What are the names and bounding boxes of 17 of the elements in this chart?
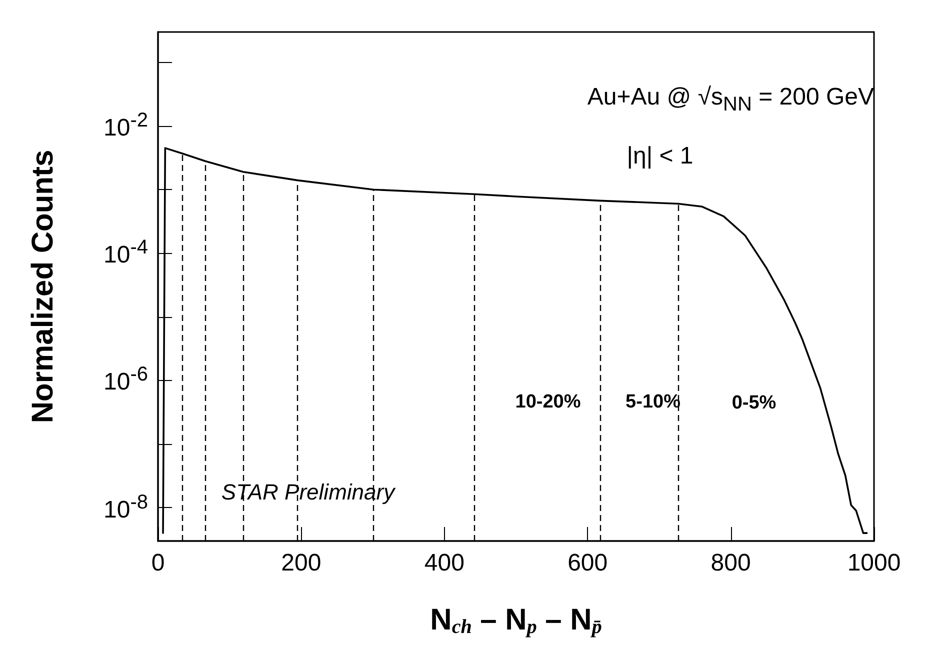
annotation: 0-5%: [732, 392, 776, 414]
x-tick-label: 600: [568, 550, 608, 576]
annotation: 10-20%: [515, 392, 581, 412]
annotation: Au+Au @ √s$_{NN}$ = 200 GeV: [587, 84, 874, 116]
y-tick-label: 10$^{-4}$: [104, 236, 148, 271]
x-tick-label: 1000: [847, 550, 901, 576]
y-tick-label: 10$^{-8}$: [104, 490, 148, 526]
x-tick-label: 400: [424, 550, 464, 576]
annotation: |η| < 1: [626, 142, 694, 170]
x-tick-label: 200: [281, 550, 322, 576]
y-axis-title: Normalized Counts: [26, 150, 60, 424]
x-tick-label: 800: [710, 550, 751, 576]
x-tick-label: 0: [151, 550, 165, 576]
annotation: STAR Preliminary: [221, 480, 397, 504]
y-tick-label: 10$^{-2}$: [104, 108, 148, 144]
annotation: 5-10%: [626, 392, 681, 412]
y-tick-label: 10$^{-6}$: [104, 363, 148, 398]
